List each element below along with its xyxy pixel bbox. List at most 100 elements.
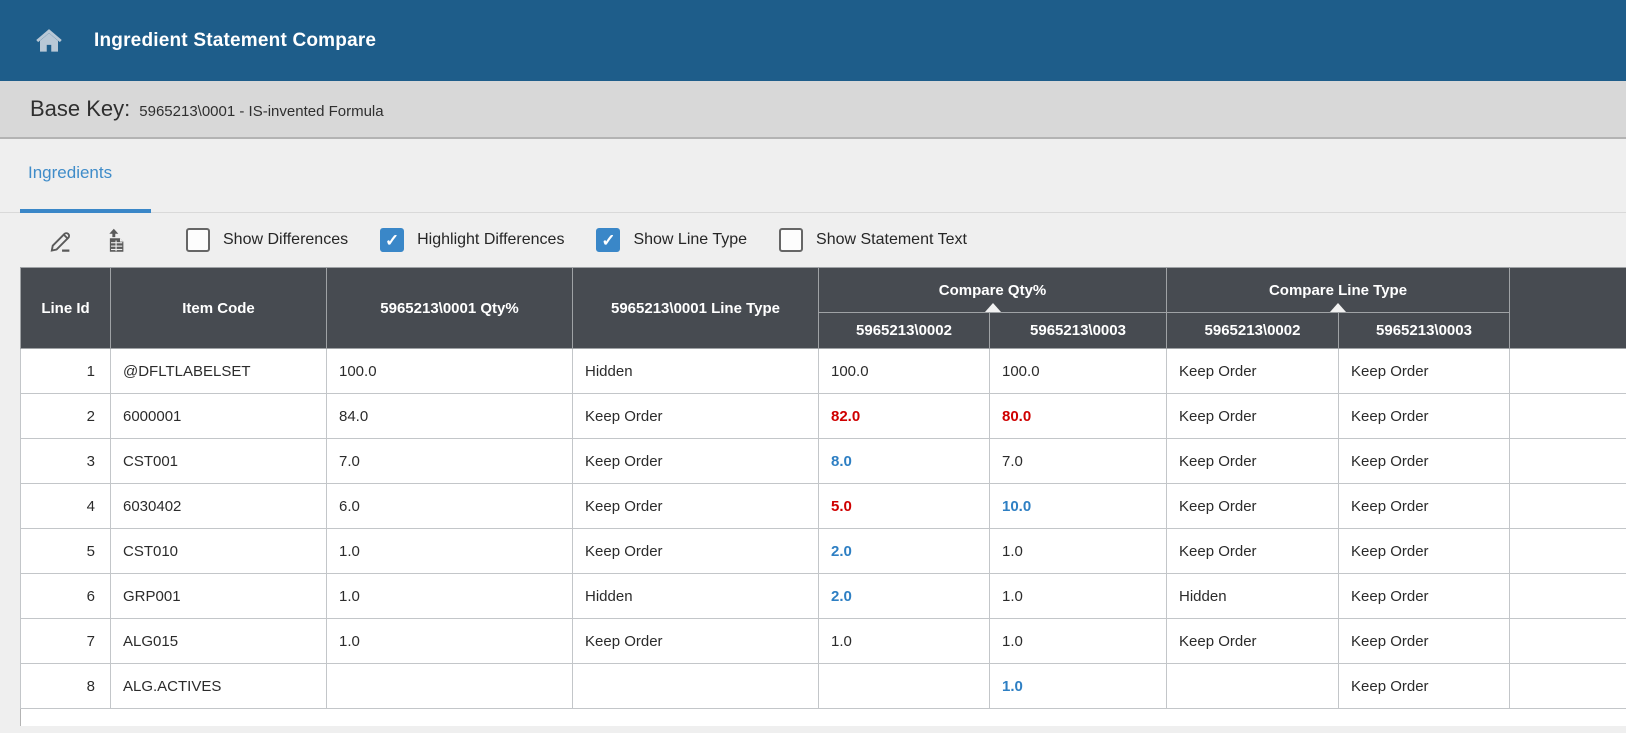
table-row[interactable]: 8 ALG.ACTIVES 1.0 Keep Order (20, 663, 1626, 709)
sub-header-compare-qty-0003: 5965213\0003 (989, 312, 1167, 349)
cell-compare-qty-1[interactable]: 7.0 (989, 438, 1167, 484)
cell-base-line-type[interactable] (572, 663, 819, 709)
cell-line-id[interactable]: 2 (20, 393, 111, 439)
cell-line-id[interactable]: 8 (20, 663, 111, 709)
cell-compare-qty-0[interactable]: 8.0 (818, 438, 990, 484)
cell-compare-line-type-0[interactable]: Hidden (1166, 573, 1339, 619)
cell-base-line-type[interactable]: Keep Order (572, 528, 819, 574)
cell-line-id[interactable]: 1 (20, 348, 111, 394)
cell-compare-line-type-1[interactable]: Keep Order (1338, 438, 1510, 484)
cell-line-id[interactable]: 3 (20, 438, 111, 484)
cell-extra (1509, 438, 1626, 484)
cell-base-qty[interactable]: 1.0 (326, 618, 573, 664)
cell-compare-qty-0[interactable]: 5.0 (818, 483, 990, 529)
cell-line-id[interactable]: 4 (20, 483, 111, 529)
cell-compare-line-type-0[interactable]: Keep Order (1166, 348, 1339, 394)
group-header-compare-qty[interactable]: Compare Qty% (818, 267, 1167, 313)
cell-item-code[interactable]: CST001 (110, 438, 327, 484)
cell-compare-qty-0[interactable] (818, 663, 990, 709)
cell-item-code[interactable]: CST010 (110, 528, 327, 574)
cell-extra (1509, 393, 1626, 439)
checkbox-show-statement-text[interactable]: Show Statement Text (779, 228, 967, 252)
cell-compare-qty-1[interactable]: 1.0 (989, 573, 1167, 619)
cell-item-code[interactable]: @DFLTLABELSET (110, 348, 327, 394)
cell-base-qty[interactable]: 7.0 (326, 438, 573, 484)
table-row[interactable]: 6 GRP001 1.0 Hidden 2.0 1.0 Hidden Keep Order (20, 573, 1626, 619)
table-row[interactable]: 5 CST010 1.0 Keep Order 2.0 1.0 Keep Order Keep… (20, 528, 1626, 574)
cell-line-id[interactable]: 5 (20, 528, 111, 574)
base-key-value: 5965213\0001 - IS-invented Formula (139, 103, 384, 120)
edit-button[interactable] (46, 225, 76, 255)
cell-base-line-type[interactable]: Keep Order (572, 483, 819, 529)
cell-item-code[interactable]: 6030402 (110, 483, 327, 529)
cell-compare-line-type-1[interactable]: Keep Order (1338, 348, 1510, 394)
table-row[interactable]: 7 ALG015 1.0 Keep Order 1.0 1.0 Keep Order Keep… (20, 618, 1626, 664)
cell-compare-qty-1[interactable]: 1.0 (989, 528, 1167, 574)
cell-base-qty[interactable]: 1.0 (326, 573, 573, 619)
cell-compare-line-type-0[interactable]: Keep Order (1166, 528, 1339, 574)
cell-compare-qty-1[interactable]: 1.0 (989, 663, 1167, 709)
cell-compare-line-type-1[interactable]: Keep Order (1338, 483, 1510, 529)
cell-base-line-type[interactable]: Keep Order (572, 618, 819, 664)
tab-strip: Ingredients (0, 139, 1626, 213)
sub-header-compare-lt-0003: 5965213\0003 (1338, 312, 1510, 349)
cell-base-qty[interactable] (326, 663, 573, 709)
cell-compare-qty-1[interactable]: 80.0 (989, 393, 1167, 439)
export-button[interactable] (100, 225, 130, 255)
cell-compare-qty-1[interactable]: 100.0 (989, 348, 1167, 394)
col-header-line-id: Line Id (20, 267, 111, 349)
cell-compare-line-type-0[interactable]: Keep Order (1166, 618, 1339, 664)
cell-item-code[interactable]: GRP001 (110, 573, 327, 619)
cell-compare-line-type-1[interactable]: Keep Order (1338, 393, 1510, 439)
tab-ingredients[interactable]: Ingredients (28, 163, 113, 182)
table-row[interactable]: 4 6030402 6.0 Keep Order 5.0 10.0 Keep Order Ke… (20, 483, 1626, 529)
cell-compare-line-type-1[interactable]: Keep Order (1338, 573, 1510, 619)
cell-compare-qty-0[interactable]: 82.0 (818, 393, 990, 439)
cell-item-code[interactable]: ALG015 (110, 618, 327, 664)
cell-compare-line-type-1[interactable]: Keep Order (1338, 618, 1510, 664)
checkbox-show-line-type[interactable]: ✓ Show Line Type (596, 228, 747, 252)
cell-base-line-type[interactable]: Keep Order (572, 438, 819, 484)
table-row[interactable]: 3 CST001 7.0 Keep Order 8.0 7.0 Keep Order Keep… (20, 438, 1626, 484)
cell-compare-line-type-0[interactable]: Keep Order (1166, 438, 1339, 484)
table-row[interactable]: 2 6000001 84.0 Keep Order 82.0 80.0 Keep Order… (20, 393, 1626, 439)
table-row[interactable]: 1 @DFLTLABELSET 100.0 Hidden 100.0 100.0 Keep … (20, 348, 1626, 394)
cell-base-line-type[interactable]: Hidden (572, 573, 819, 619)
page-title: Ingredient Statement Compare (94, 29, 377, 51)
checkbox-label: Show Differences (223, 231, 349, 248)
cell-compare-qty-1[interactable]: 10.0 (989, 483, 1167, 529)
cell-compare-qty-0[interactable]: 2.0 (818, 528, 990, 574)
cell-compare-qty-0[interactable]: 100.0 (818, 348, 990, 394)
cell-base-line-type[interactable]: Keep Order (572, 393, 819, 439)
cell-extra (1509, 348, 1626, 394)
cell-base-qty[interactable]: 84.0 (326, 393, 573, 439)
cell-compare-line-type-0[interactable]: Keep Order (1166, 393, 1339, 439)
cell-compare-line-type-0[interactable] (1166, 663, 1339, 709)
cell-line-id[interactable]: 6 (20, 573, 111, 619)
export-spreadsheet-icon (108, 228, 123, 252)
checkbox-highlight-differences[interactable]: ✓ Highlight Differences (380, 228, 564, 252)
cell-compare-line-type-1[interactable]: Keep Order (1338, 663, 1510, 709)
active-tab-indicator (20, 209, 151, 213)
cell-item-code[interactable]: 6000001 (110, 393, 327, 439)
cell-base-line-type[interactable]: Hidden (572, 348, 819, 394)
cell-base-qty[interactable]: 6.0 (326, 483, 573, 529)
cell-item-code[interactable]: ALG.ACTIVES (110, 663, 327, 709)
sub-header-compare-qty-0002: 5965213\0002 (818, 312, 990, 349)
checkbox-show-differences[interactable]: Show Differences (186, 228, 348, 252)
checkbox-box: ✓ (380, 228, 405, 252)
cell-compare-qty-0[interactable]: 2.0 (818, 573, 990, 619)
cell-compare-qty-1[interactable]: 1.0 (989, 618, 1167, 664)
cell-compare-line-type-0[interactable]: Keep Order (1166, 483, 1339, 529)
compare-table-container: Line Id Item Code 5965213\0001 Qty% 5965… (20, 267, 1626, 709)
home-icon[interactable] (32, 24, 66, 58)
cell-line-id[interactable]: 7 (20, 618, 111, 664)
checkbox-box (779, 228, 804, 252)
cell-compare-qty-0[interactable]: 1.0 (818, 618, 990, 664)
cell-extra (1509, 663, 1626, 709)
cell-compare-line-type-1[interactable]: Keep Order (1338, 528, 1510, 574)
cell-base-qty[interactable]: 100.0 (326, 348, 573, 394)
col-header-extra (1509, 267, 1626, 349)
cell-base-qty[interactable]: 1.0 (326, 528, 573, 574)
group-header-compare-line-type[interactable]: Compare Line Type (1166, 267, 1510, 313)
